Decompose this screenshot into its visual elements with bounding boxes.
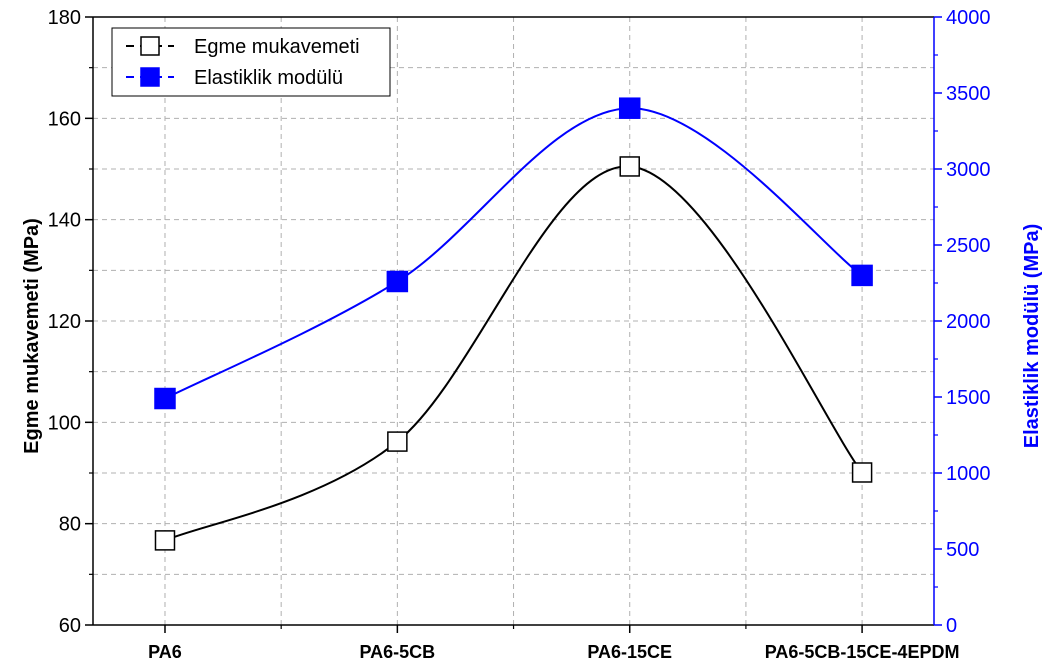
y-tick-label-left: 180: [48, 7, 81, 29]
data-markers: [154, 97, 873, 551]
data-point-series1-3: [851, 264, 873, 287]
data-point-series1-2: [618, 97, 641, 119]
y-tick-label-right: 2500: [946, 235, 991, 257]
data-point-series0-0: [154, 530, 176, 551]
legend-label-egme: Egme mukavemeti: [194, 36, 360, 58]
x-tick-label: PA6-5CB-15CE-4EPDM: [765, 642, 960, 662]
y-tick-label-left: 160: [48, 108, 81, 130]
fit-curves: [164, 107, 863, 542]
series-curve-0: [164, 165, 863, 542]
data-point-series1-1: [386, 270, 409, 293]
y-tick-label-left: 120: [48, 311, 81, 333]
data-point-series1-0: [154, 387, 176, 410]
legend-label-elastiklik: Elastiklik modülü: [194, 67, 343, 89]
y-tick-label-right: 4000: [946, 7, 991, 29]
y-tick-label-right: 500: [946, 539, 979, 561]
y-tick-label-right: 3500: [946, 83, 991, 105]
x-tick-label: PA6-15CE: [587, 642, 672, 662]
y-tick-label-right: 3000: [946, 159, 991, 181]
data-point-series0-2: [619, 156, 640, 177]
y-tick-label-right: 0: [946, 615, 957, 637]
y-axis-label-left: Egme mukavemeti (MPa): [21, 218, 43, 454]
y-tick-label-left: 60: [59, 615, 81, 637]
x-tick-label: PA6: [148, 642, 182, 662]
legend: Egme mukavemeti Elastiklik modülü: [111, 27, 391, 97]
y-tick-label-right: 1000: [946, 463, 991, 485]
x-tick-label: PA6-5CB: [360, 642, 436, 662]
y-axis-label-right: Elastiklik modülü (MPa): [1021, 224, 1043, 448]
legend-entry-elastiklik: Elastiklik modülü: [126, 67, 343, 89]
grid: [93, 17, 934, 625]
data-point-series0-1: [387, 431, 408, 452]
legend-entry-egme: Egme mukavemeti: [126, 36, 360, 58]
y-tick-label-left: 100: [48, 412, 81, 434]
y-tick-label-left: 140: [48, 210, 81, 232]
data-point-series0-3: [851, 462, 873, 483]
legend-marker-elastiklik: [140, 67, 160, 87]
y-tick-label-left: 80: [59, 514, 81, 536]
y-tick-label-right: 1500: [946, 387, 991, 409]
axis-ticks: 60 80 100 120 140 160 180 0 500 1000 1500 2000 2500 3…: [48, 7, 991, 662]
y-tick-label-right: 2000: [946, 311, 991, 333]
legend-marker-egme: [140, 36, 160, 56]
series-curve-1: [164, 107, 863, 400]
